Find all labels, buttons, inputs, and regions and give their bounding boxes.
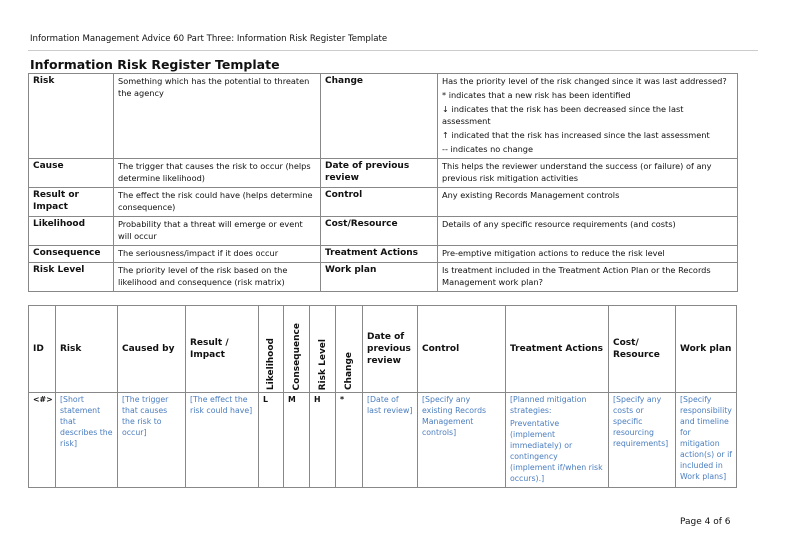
glossary-row: Risk Something which has the potential to… <box>28 73 738 159</box>
glossary-term: Cause <box>28 158 114 188</box>
header-divider <box>28 50 758 51</box>
column-header-label: Change <box>344 351 354 390</box>
glossary-term: Control <box>320 187 438 217</box>
table-cell: [Planned mitigation strategies: Preventat… <box>505 392 609 488</box>
column-header: Work plan <box>675 305 737 393</box>
table-cell: [Specify responsibility and timeline for… <box>675 392 737 488</box>
column-header: Likelihood <box>258 305 284 393</box>
column-header: Caused by <box>117 305 186 393</box>
glossary-term: Work plan <box>320 262 438 292</box>
page-title: Information Risk Register Template <box>30 57 280 72</box>
cell-line: [Planned mitigation strategies: <box>510 395 587 415</box>
glossary-description: The trigger that causes the risk to occu… <box>113 158 321 188</box>
glossary-description: The seriousness/impact if it does occur <box>113 245 321 263</box>
glossary-description: Probability that a threat will emerge or… <box>113 216 321 246</box>
column-header-label: Likelihood <box>266 337 276 390</box>
glossary-row: Likelihood Probability that a threat will… <box>28 216 738 246</box>
glossary-term: Risk <box>28 73 114 159</box>
column-header: Change <box>335 305 363 393</box>
column-header: Result / Impact <box>185 305 259 393</box>
description-line: ↓ indicates that the risk has been decre… <box>442 104 684 126</box>
description-line: Details of any specific resource require… <box>442 219 676 229</box>
table-cell: <#> <box>28 392 56 488</box>
column-header: ID <box>28 305 56 393</box>
glossary-term: Consequence <box>28 245 114 263</box>
glossary-description: Something which has the potential to thr… <box>113 73 321 159</box>
column-header: Treatment Actions <box>505 305 609 393</box>
risk-register-table: ID Risk Caused by Result / Impact Likelihood… <box>28 305 737 488</box>
glossary-term: Result or Impact <box>28 187 114 217</box>
document-header: Information Management Advice 60 Part Th… <box>30 34 388 44</box>
glossary-description: Is treatment included in the Treatment A… <box>437 262 738 292</box>
column-header: Risk Level <box>309 305 336 393</box>
table-cell: * <box>335 392 363 488</box>
table-cell: [Specify any existing Records Management… <box>417 392 506 488</box>
glossary-term: Likelihood <box>28 216 114 246</box>
table-cell: [Specify any costs or specific resourcin… <box>608 392 676 488</box>
description-line: * indicates that a new risk has been ide… <box>442 90 631 100</box>
glossary-description: Has the priority level of the risk chang… <box>437 73 738 159</box>
register-header-row: ID Risk Caused by Result / Impact Likelihood… <box>28 305 737 393</box>
description-line: This helps the reviewer understand the s… <box>442 161 712 183</box>
column-header-label: Risk Level <box>317 338 328 390</box>
glossary-description: Pre-emptive mitigation actions to reduce… <box>437 245 738 263</box>
glossary-row: Risk Level The priority level of the risk… <box>28 262 738 292</box>
table-cell: H <box>309 392 336 488</box>
glossary-description: This helps the reviewer understand the s… <box>437 158 738 188</box>
column-header: Date of previous review <box>362 305 418 393</box>
glossary-term: Date of previous review <box>320 158 438 188</box>
description-line: Any existing Records Management controls <box>442 190 620 200</box>
glossary-description: Details of any specific resource require… <box>437 216 738 246</box>
description-line: ↑ indicated that the risk has increased … <box>442 130 710 140</box>
glossary-term: Change <box>320 73 438 159</box>
glossary-table: Risk Something which has the potential to… <box>28 73 738 292</box>
table-cell: L <box>258 392 284 488</box>
glossary-term: Risk Level <box>28 262 114 292</box>
page-number: Page 4 of 6 <box>680 517 731 527</box>
description-line: Pre-emptive mitigation actions to reduce… <box>442 248 665 258</box>
table-cell: [Short statement that describes the risk… <box>55 392 118 488</box>
description-line: -- indicates no change <box>442 144 534 154</box>
cell-line: Preventative (implement immediately) or … <box>510 419 603 483</box>
glossary-description: Any existing Records Management controls <box>437 187 738 217</box>
glossary-description: The priority level of the risk based on … <box>113 262 321 292</box>
table-cell: [The effect the risk could have] <box>185 392 259 488</box>
table-cell: [Date of last review] <box>362 392 418 488</box>
column-header: Control <box>417 305 506 393</box>
description-line: Is treatment included in the Treatment A… <box>442 265 711 287</box>
glossary-row: Consequence The seriousness/impact if it … <box>28 245 738 263</box>
table-cell: M <box>283 392 310 488</box>
glossary-term: Treatment Actions <box>320 245 438 263</box>
column-header: Consequence <box>283 305 310 393</box>
glossary-row: Cause The trigger that causes the risk to… <box>28 158 738 188</box>
description-line: Has the priority level of the risk chang… <box>442 76 727 86</box>
column-header: Cost/ Resource <box>608 305 676 393</box>
glossary-description: The effect the risk could have (helps de… <box>113 187 321 217</box>
column-header: Risk <box>55 305 118 393</box>
glossary-row: Result or Impact The effect the risk coul… <box>28 187 738 217</box>
table-row: <#> [Short statement that describes the r… <box>28 392 737 488</box>
glossary-term: Cost/Resource <box>320 216 438 246</box>
table-cell: [The trigger that causes the risk to occ… <box>117 392 186 488</box>
column-header-label: Consequence <box>291 322 302 390</box>
